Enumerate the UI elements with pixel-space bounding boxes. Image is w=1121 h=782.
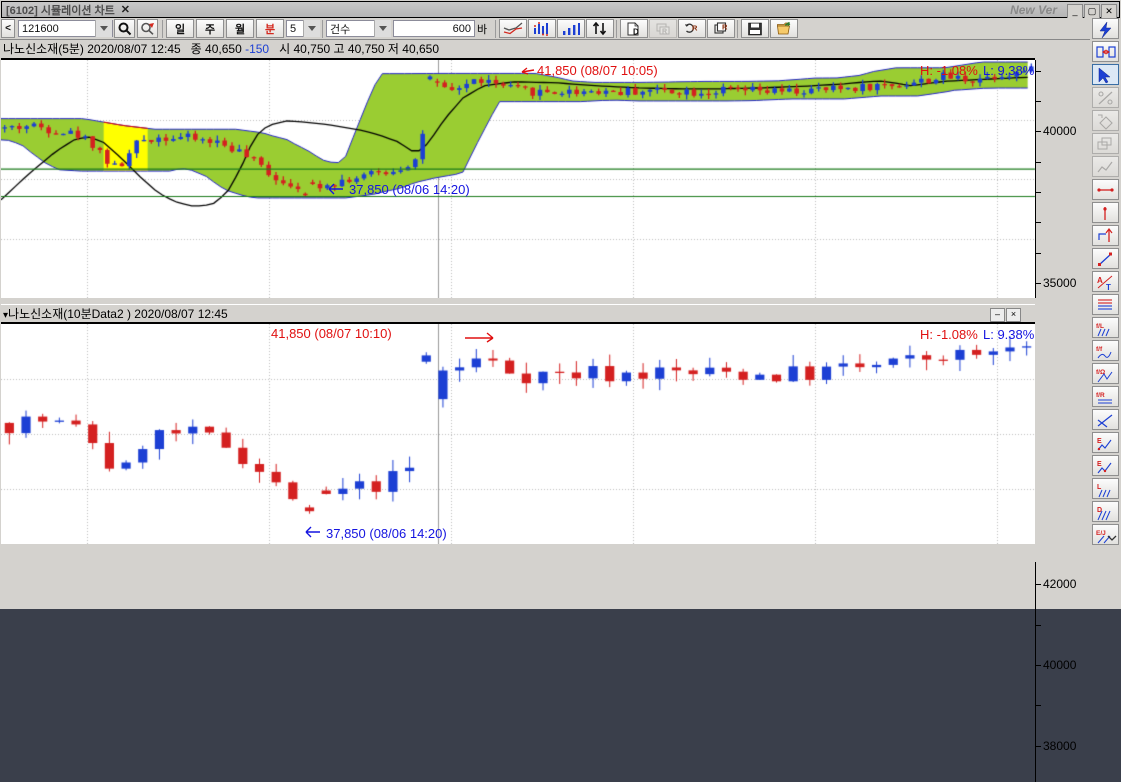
svg-text:f/R: f/R — [1096, 392, 1105, 399]
svg-text:A: A — [1097, 276, 1103, 285]
svg-text:f/L: f/L — [1096, 323, 1104, 330]
svg-text:E: E — [1097, 461, 1102, 468]
svg-text:f/f: f/f — [1096, 346, 1103, 353]
svg-text:E: E — [1097, 438, 1102, 445]
svg-text:E/J: E/J — [1096, 530, 1106, 537]
svg-text:D: D — [633, 27, 639, 36]
svg-text:R: R — [692, 23, 698, 32]
svg-text:L: L — [1097, 484, 1102, 491]
svg-text:R: R — [722, 22, 728, 31]
svg-text:R: R — [662, 28, 667, 35]
svg-text:T: T — [1106, 283, 1111, 292]
